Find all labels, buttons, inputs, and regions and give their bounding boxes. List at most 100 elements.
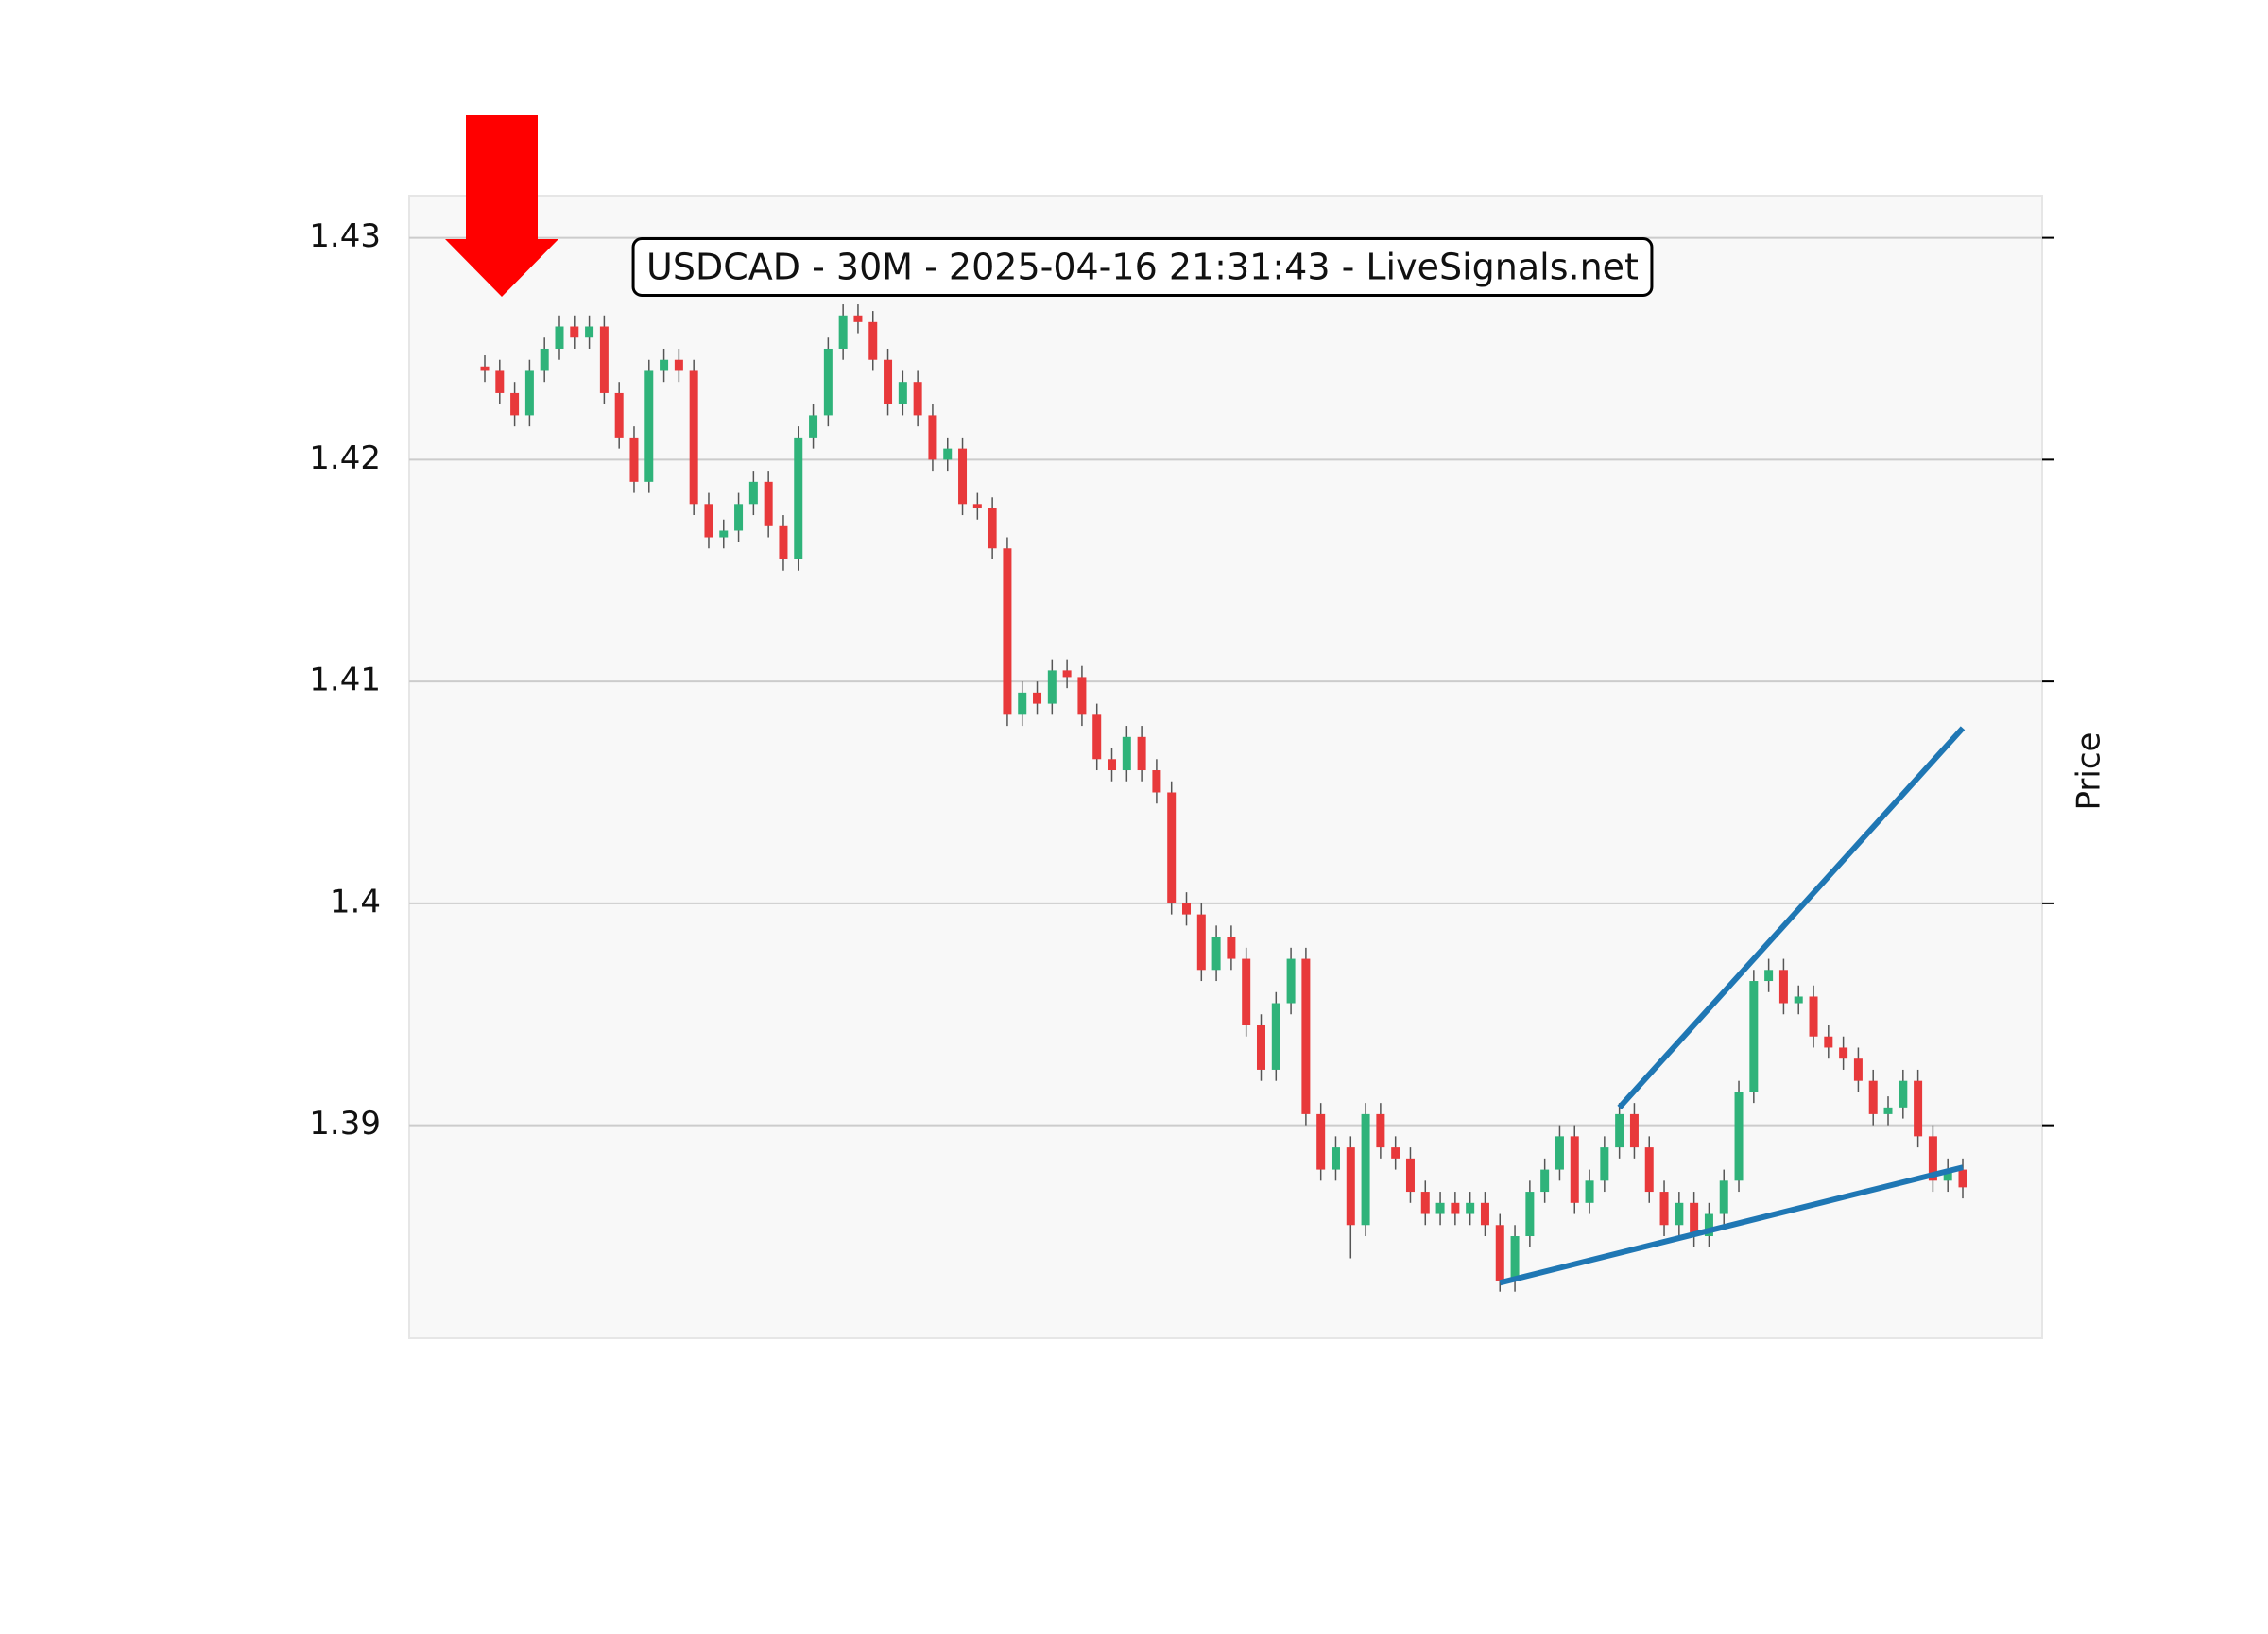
candle-body (1719, 1180, 1728, 1214)
candle-body (898, 382, 907, 404)
trend-line (1499, 1164, 1964, 1286)
candle-body (1600, 1147, 1609, 1181)
candle-body (1495, 1225, 1504, 1281)
candle-body (1585, 1180, 1594, 1203)
candle-body (1376, 1113, 1385, 1148)
candle-body (1629, 1113, 1639, 1148)
candle-body (1122, 736, 1131, 771)
candle-body (1914, 1080, 1923, 1137)
candle-body (599, 326, 609, 393)
candle-body (1420, 1192, 1430, 1214)
candle-body (524, 370, 534, 416)
candle-body (644, 370, 654, 482)
candle-body (1361, 1113, 1370, 1226)
candle-body (779, 525, 788, 560)
candle-body (540, 348, 549, 371)
candle-body (972, 504, 982, 509)
candle-body (853, 315, 863, 322)
signal-arrow (445, 115, 558, 297)
candle-body (1466, 1202, 1475, 1214)
candle-body (719, 530, 729, 538)
candle-body (1003, 548, 1012, 715)
y-tick-label: 1.4 (330, 883, 381, 920)
candle-body (1868, 1080, 1878, 1114)
candle-body (1928, 1136, 1937, 1181)
candle-body (1435, 1202, 1445, 1214)
candle-body (570, 326, 579, 338)
candle-body (764, 481, 773, 526)
candle-body (1899, 1080, 1908, 1108)
candle-body (1227, 937, 1236, 959)
candle-body (1690, 1202, 1699, 1237)
candle-body (1182, 903, 1192, 915)
candle-body (1839, 1047, 1848, 1059)
candle-body (1570, 1136, 1579, 1203)
candle-body (1018, 692, 1027, 715)
candle-body (748, 481, 758, 505)
candle-body (1108, 759, 1117, 771)
candle-body (1331, 1147, 1340, 1170)
candle-body (1644, 1147, 1654, 1193)
candle-body (794, 437, 803, 560)
candle-body (1167, 792, 1177, 903)
candle-body (1958, 1169, 1967, 1188)
candle-body (1824, 1036, 1833, 1048)
candle-body (1196, 914, 1206, 971)
candle-body (555, 326, 564, 349)
candle-body (1510, 1236, 1520, 1281)
candle-body (1391, 1147, 1400, 1159)
candle-body (868, 321, 878, 360)
candle-body (704, 504, 713, 538)
candle-body (1286, 958, 1296, 1004)
candle-body (943, 448, 953, 460)
y-tick-label: 1.42 (309, 439, 381, 477)
candle-body (1077, 677, 1087, 715)
y-tick-label: 1.41 (309, 662, 381, 699)
candle-body (1659, 1192, 1669, 1226)
candle-body (1525, 1192, 1535, 1237)
candle-body (629, 437, 639, 482)
title-box (631, 237, 1654, 297)
y-axis-label: Price (2070, 732, 2108, 811)
candle-body (1451, 1202, 1460, 1214)
candle-body (913, 382, 922, 416)
candle-body (1764, 970, 1774, 982)
candle-body (1778, 970, 1788, 1004)
candle-body (928, 415, 937, 460)
candle-body (1809, 996, 1818, 1037)
candle-body (734, 504, 744, 531)
trend-line (1617, 726, 1966, 1109)
candle-body (480, 366, 490, 371)
candle-body (1615, 1113, 1624, 1148)
candle-body (1480, 1202, 1489, 1226)
candle-body (884, 359, 893, 404)
candle-body (614, 392, 624, 438)
candle-body (1033, 692, 1042, 704)
candle-body (660, 359, 669, 371)
candle-body (585, 326, 594, 338)
y-tick-label: 1.39 (309, 1105, 381, 1143)
candle-body (1853, 1058, 1863, 1081)
candle-body (823, 348, 833, 416)
candle-body (1555, 1136, 1564, 1170)
candle-body (1211, 937, 1221, 971)
candle-body (1749, 981, 1759, 1092)
candle-body (1242, 958, 1251, 1025)
candle-body (988, 508, 997, 549)
chart-title: USDCAD - 30M - 2025-04-16 21:31:43 - Liv… (646, 247, 1639, 288)
candle-body (1405, 1158, 1415, 1193)
y-tick-label: 1.43 (309, 217, 381, 255)
candle-body (1883, 1107, 1893, 1114)
candle-body (1152, 770, 1161, 793)
candle-body (1943, 1169, 1952, 1181)
candle-body (1734, 1092, 1744, 1181)
candle-body (1137, 736, 1146, 771)
candles (480, 304, 1967, 1292)
candle-body (809, 415, 818, 438)
candle-body (1256, 1024, 1265, 1070)
candle-body (838, 315, 848, 349)
candle-body (1346, 1147, 1355, 1226)
candle-body (1704, 1213, 1713, 1237)
candle-body (1301, 958, 1311, 1114)
